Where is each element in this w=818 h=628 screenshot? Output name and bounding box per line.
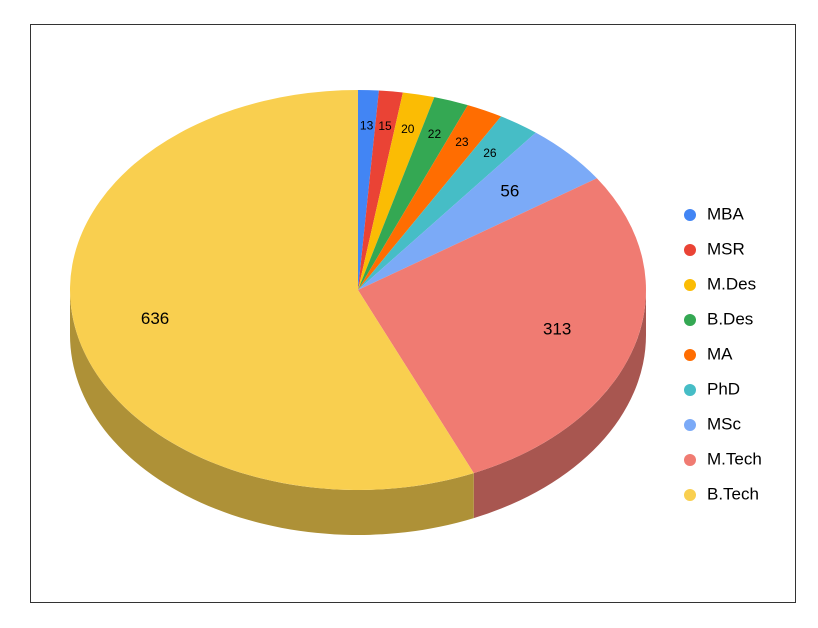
legend-label: MSR bbox=[707, 239, 745, 258]
pie-slice bbox=[358, 90, 379, 290]
legend-swatch bbox=[684, 244, 696, 256]
data-label: 26 bbox=[483, 146, 497, 160]
legend-swatch bbox=[684, 384, 696, 396]
legend-swatch bbox=[684, 349, 696, 361]
legend-swatch bbox=[684, 489, 696, 501]
pie-side bbox=[473, 290, 646, 519]
data-label: 20 bbox=[401, 122, 415, 136]
legend-label: M.Tech bbox=[707, 449, 762, 468]
data-label: 23 bbox=[455, 135, 469, 149]
legend-label: B.Des bbox=[707, 309, 753, 328]
pie-slice bbox=[358, 178, 646, 474]
data-label: 15 bbox=[378, 119, 392, 133]
pie-slice bbox=[358, 132, 597, 290]
legend-label: B.Tech bbox=[707, 484, 759, 503]
legend-swatch bbox=[684, 419, 696, 431]
pie-slice bbox=[358, 105, 502, 291]
legend-swatch bbox=[684, 314, 696, 326]
pie-slice bbox=[358, 90, 403, 290]
pie-slice bbox=[358, 116, 536, 290]
legend-label: MA bbox=[707, 344, 733, 363]
data-label: 13 bbox=[360, 118, 374, 132]
legend-label: PhD bbox=[707, 379, 740, 398]
pie-side bbox=[70, 290, 474, 535]
data-label: 313 bbox=[543, 320, 571, 339]
pie-slice bbox=[358, 97, 468, 290]
legend-label: M.Des bbox=[707, 274, 756, 293]
legend-swatch bbox=[684, 279, 696, 291]
data-label: 22 bbox=[428, 127, 442, 141]
legend-label: MSc bbox=[707, 414, 742, 433]
data-label: 636 bbox=[141, 309, 169, 328]
pie-slice bbox=[358, 92, 435, 290]
pie-slice bbox=[69, 90, 474, 490]
legend-label: MBA bbox=[707, 204, 745, 223]
data-label: 56 bbox=[500, 181, 519, 200]
legend-swatch bbox=[684, 209, 696, 221]
legend-swatch bbox=[684, 454, 696, 466]
